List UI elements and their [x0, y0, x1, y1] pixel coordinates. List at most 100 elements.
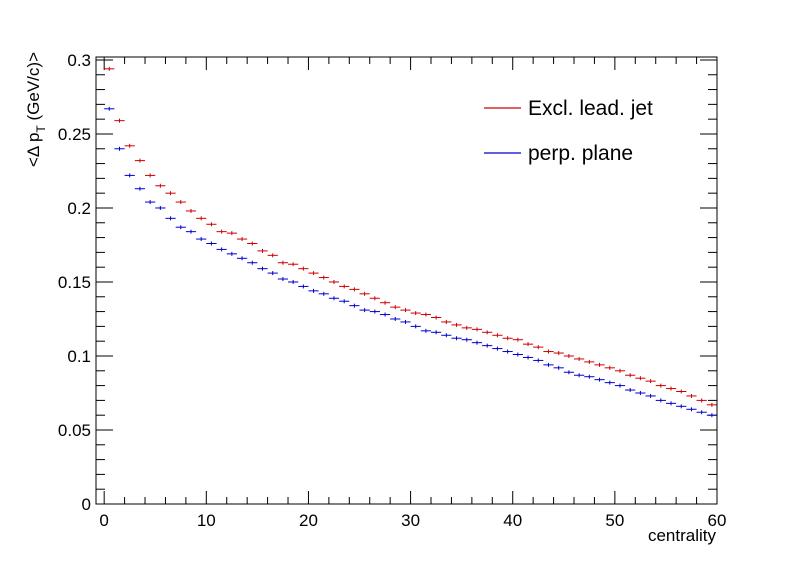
data-point — [390, 305, 401, 310]
data-point — [369, 296, 380, 301]
data-point — [185, 208, 197, 213]
data-point — [165, 216, 176, 221]
data-point — [594, 362, 605, 367]
data-point — [257, 266, 268, 271]
data-point — [431, 315, 442, 320]
data-point — [379, 300, 391, 305]
data-point — [165, 191, 176, 196]
data-point — [236, 237, 248, 242]
y-axis-title-main: <Δ p — [24, 133, 43, 168]
data-point — [216, 229, 227, 234]
data-point — [196, 216, 207, 221]
data-point — [604, 365, 615, 370]
data-point — [543, 362, 554, 367]
data-point — [339, 299, 350, 304]
x-tick-label: 20 — [299, 511, 318, 530]
data-point — [236, 256, 248, 261]
data-point — [533, 358, 544, 363]
legend-label: Excl. lead. jet — [528, 97, 653, 120]
data-point — [635, 390, 646, 395]
x-tick-label: 0 — [99, 511, 108, 530]
data-point — [328, 296, 340, 301]
data-point — [482, 343, 493, 348]
data-point — [359, 291, 370, 296]
data-point — [676, 389, 687, 394]
data-point — [625, 388, 636, 393]
data-point — [655, 383, 666, 388]
data-point — [134, 186, 146, 191]
data-point — [267, 253, 278, 258]
data-point — [492, 346, 503, 351]
data-point — [522, 355, 534, 360]
data-point — [379, 312, 391, 317]
data-point — [267, 271, 278, 276]
data-point — [543, 349, 554, 354]
data-point — [339, 284, 350, 289]
data-point — [206, 222, 217, 227]
data-point — [155, 183, 166, 188]
data-point — [533, 345, 544, 350]
data-point — [665, 386, 677, 391]
data-point — [288, 279, 299, 284]
data-point — [665, 401, 677, 406]
data-point — [655, 398, 666, 403]
data-point — [185, 229, 197, 234]
data-series — [104, 66, 717, 418]
data-point — [614, 383, 626, 388]
data-point — [512, 352, 523, 357]
y-tick-label: 0.2 — [67, 199, 91, 218]
data-point — [471, 327, 483, 332]
x-tick-label: 10 — [197, 511, 216, 530]
data-point — [522, 342, 534, 347]
x-tick-label: 50 — [605, 511, 624, 530]
y-tick-label: 0.3 — [67, 51, 91, 70]
data-point — [114, 146, 125, 151]
data-point — [308, 271, 319, 276]
data-point — [420, 328, 432, 333]
data-point — [645, 379, 656, 384]
data-point — [553, 365, 564, 370]
data-point — [155, 205, 166, 210]
data-point — [574, 373, 585, 378]
data-point — [318, 275, 329, 280]
data-point — [308, 288, 319, 293]
y-axis-title-subscript: T — [34, 125, 48, 133]
data-point — [145, 173, 156, 178]
data-point — [563, 370, 575, 375]
data-point — [226, 231, 237, 236]
series-2 — [104, 106, 717, 418]
legend-item: Excl. lead. jet — [484, 97, 653, 120]
data-point — [175, 200, 186, 205]
data-point — [288, 262, 299, 267]
y-axis-title: <Δ pT (GeV/c)> — [24, 52, 48, 167]
y-tick-label: 0.15 — [58, 273, 91, 292]
data-point — [124, 143, 135, 148]
data-point — [400, 319, 411, 324]
data-point — [298, 266, 309, 271]
data-point — [400, 308, 411, 313]
data-point — [686, 393, 697, 398]
series-1 — [104, 66, 717, 407]
data-point — [134, 158, 146, 163]
data-point — [512, 337, 523, 342]
data-point — [216, 247, 227, 252]
data-point — [247, 241, 258, 246]
data-point — [257, 248, 268, 253]
data-point — [574, 356, 585, 361]
data-point — [461, 325, 472, 330]
data-point — [298, 284, 309, 289]
data-point — [706, 402, 717, 407]
y-tick-label: 0.25 — [58, 125, 91, 144]
data-point — [492, 333, 503, 338]
data-point — [451, 322, 462, 327]
y-tick-label: 0.05 — [58, 421, 91, 440]
x-tick-label: 30 — [401, 511, 420, 530]
legend-item: perp. plane — [484, 142, 633, 165]
data-point — [277, 260, 289, 265]
data-point — [145, 200, 156, 205]
y-tick-label: 0.1 — [67, 347, 91, 366]
data-point — [104, 66, 115, 71]
